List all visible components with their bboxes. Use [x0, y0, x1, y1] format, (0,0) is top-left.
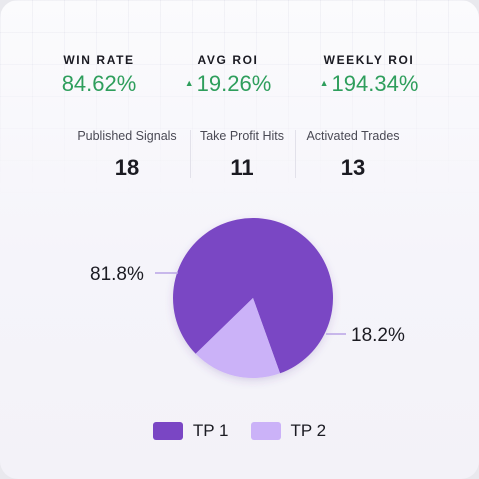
stat-take-profit-hits: Take Profit Hits 11 [194, 129, 290, 180]
kpi-label: WIN RATE [63, 53, 135, 67]
pie-slices [173, 217, 334, 378]
pie-slice-tp1[interactable] [173, 217, 334, 374]
legend-item-tp1[interactable]: TP 1 [152, 421, 229, 441]
pie-slice-label: 18.2% [351, 325, 405, 346]
kpi-weekly-roi: WEEKLY ROI ▲ 194.34% [304, 52, 434, 98]
triangle-up-icon: ▲ [184, 78, 194, 89]
pie-labels: 81.8% 18.2% [90, 264, 405, 346]
stat-label: Take Profit Hits [199, 129, 285, 143]
stat-divider [295, 130, 296, 178]
legend-label: TP 1 [192, 421, 229, 440]
kpi-avg-roi: AVG ROI ▲ 19.26% [163, 52, 293, 98]
kpi-label: AVG ROI [197, 53, 259, 67]
kpi-label: WEEKLY ROI [323, 53, 415, 67]
background-grid [0, 0, 479, 200]
stat-value: 13 [340, 155, 366, 180]
stat-published-signals: Published Signals 18 [72, 129, 182, 180]
legend-label: TP 2 [290, 421, 327, 440]
stat-label: Published Signals [77, 129, 177, 143]
stat-divider [190, 130, 191, 178]
pie-chart-svg: 81.8% 18.2% [90, 217, 405, 378]
kpi-value-text: 194.34% [331, 71, 419, 96]
stat-value: 11 [230, 155, 254, 180]
kpi-value-text: 84.62% [61, 71, 137, 96]
pie-chart: 81.8% 18.2% [0, 200, 479, 410]
stat-label: Activated Trades [306, 129, 400, 143]
kpi-value: 84.62% [34, 71, 164, 97]
chart-legend: TP 1 TP 2 [0, 421, 479, 441]
kpi-win-rate: WIN RATE 84.62% [34, 52, 164, 97]
kpi-value: ▲ 19.26% [163, 71, 293, 98]
legend-swatch-tp1 [152, 422, 183, 440]
stat-value: 18 [114, 155, 140, 180]
legend-swatch-tp2 [250, 422, 281, 440]
kpi-value: ▲ 194.34% [304, 71, 434, 98]
kpi-value-text: 19.26% [196, 71, 272, 96]
stat-activated-trades: Activated Trades 13 [300, 129, 406, 180]
pie-slice-label: 81.8% [90, 264, 144, 285]
triangle-up-icon: ▲ [319, 78, 329, 89]
pie-slice-tp2[interactable] [195, 298, 281, 378]
legend-item-tp2[interactable]: TP 2 [250, 421, 327, 441]
